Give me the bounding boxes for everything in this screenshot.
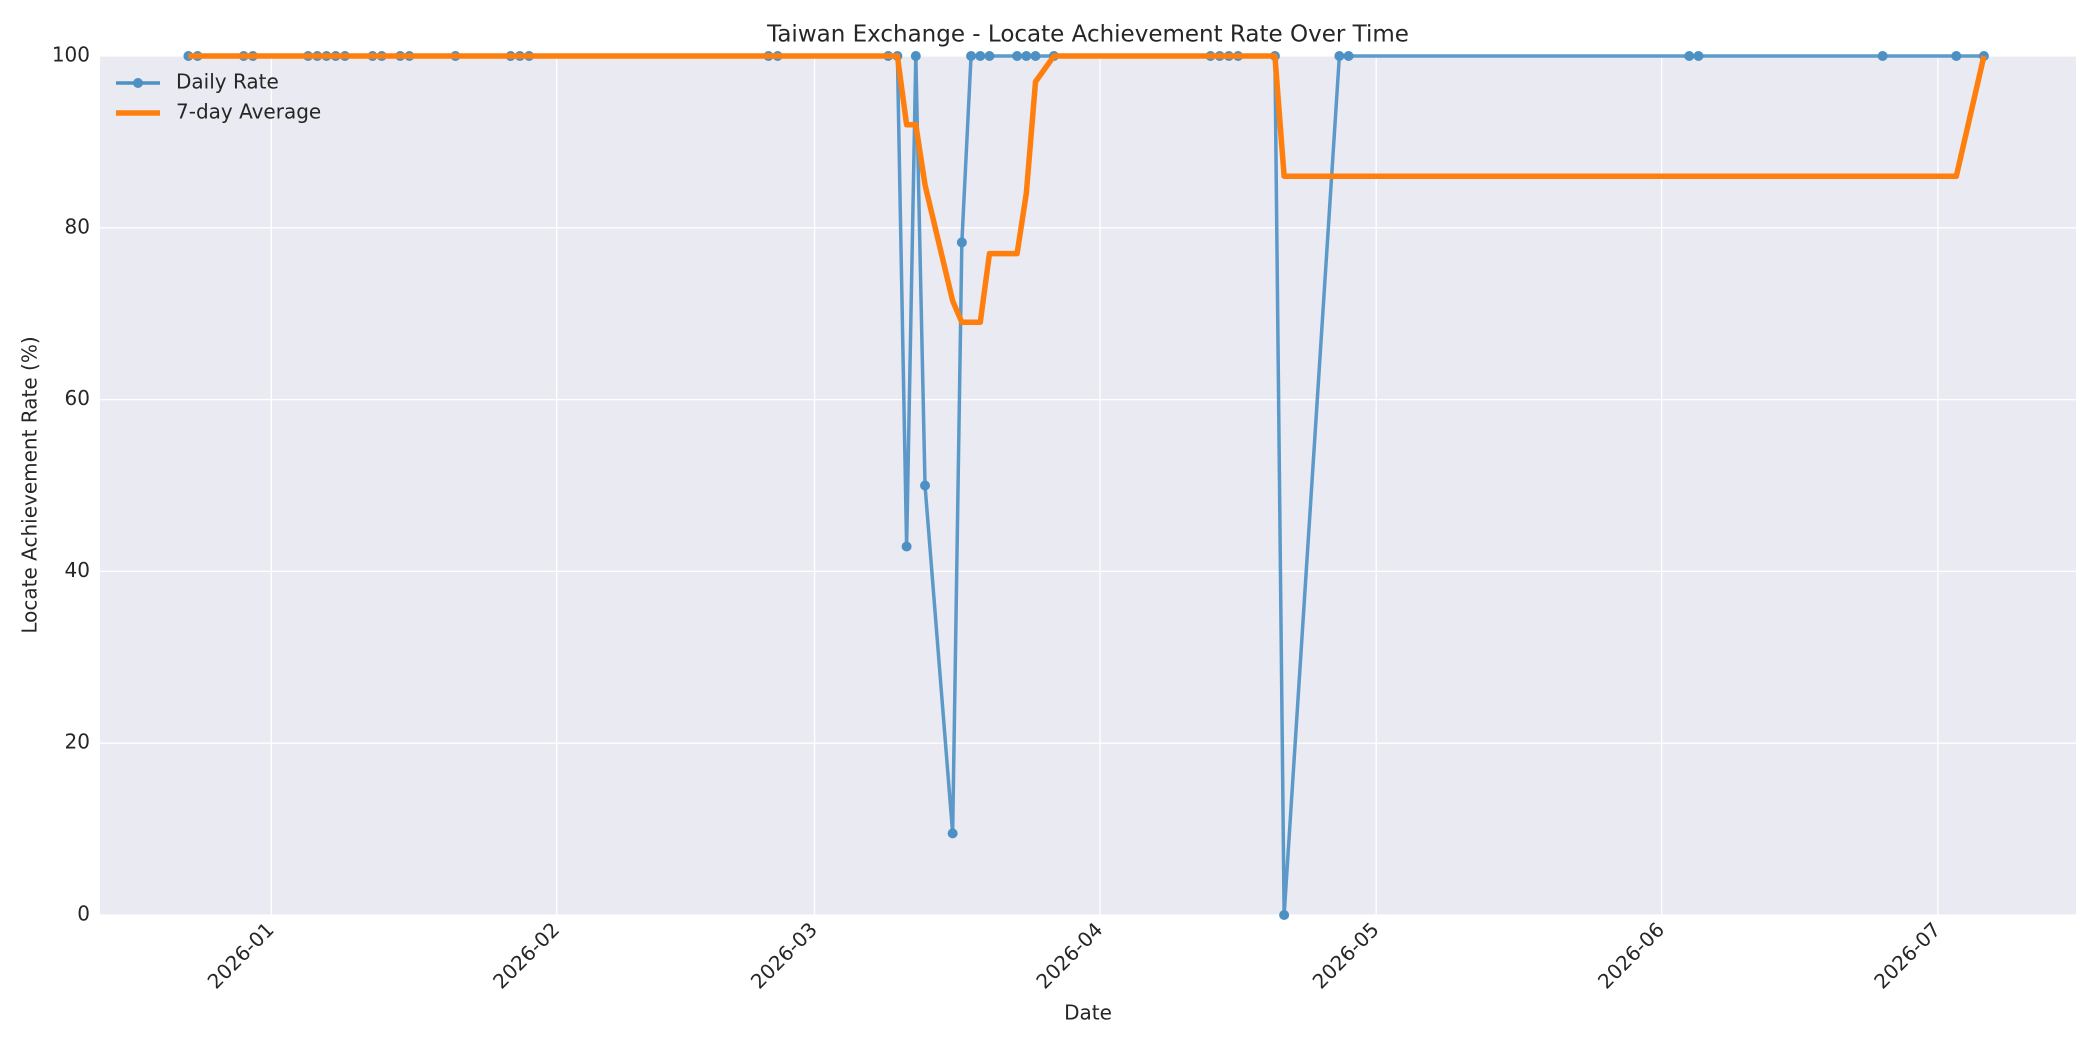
y-tick-label: 20: [65, 730, 90, 754]
y-tick-label: 40: [65, 558, 90, 582]
data-point: [1021, 51, 1032, 61]
y-tick-label: 100: [52, 43, 90, 67]
x-tick-label: 2026-03: [746, 917, 822, 993]
data-point: [1030, 51, 1041, 61]
x-tick-label: 2026-01: [203, 917, 279, 993]
data-point: [966, 51, 977, 61]
data-point: [975, 51, 986, 61]
x-axis-label: Date: [1064, 1001, 1112, 1025]
data-point: [1012, 51, 1023, 61]
x-tick-label: 2026-07: [1869, 917, 1945, 993]
data-point: [1343, 51, 1354, 61]
plot-area: [100, 56, 2076, 915]
legend-marker: [133, 78, 143, 88]
legend-label: Daily Rate: [176, 70, 279, 94]
chart-title: Taiwan Exchange - Locate Achievement Rat…: [766, 22, 1409, 48]
data-point: [1279, 910, 1290, 920]
data-point: [984, 51, 995, 61]
y-tick-label: 0: [77, 902, 90, 926]
x-tick-label: 2026-05: [1308, 917, 1384, 993]
x-tick-label: 2026-06: [1593, 917, 1669, 993]
data-point: [1334, 51, 1345, 61]
x-tick-label: 2026-02: [488, 917, 564, 993]
data-point: [947, 828, 958, 839]
data-point: [1877, 51, 1888, 61]
data-point: [1684, 51, 1695, 61]
legend-label: 7-day Average: [176, 100, 321, 124]
series-line: [188, 53, 1987, 326]
x-tick-label: 2026-04: [1031, 917, 1107, 993]
data-point: [901, 541, 912, 552]
data-point: [1693, 51, 1704, 61]
y-tick-label: 80: [65, 214, 90, 238]
data-point: [920, 480, 931, 491]
data-point: [910, 51, 921, 61]
data-point: [956, 237, 967, 248]
data-point: [1951, 51, 1962, 61]
y-tick-label: 60: [65, 386, 90, 410]
y-axis-label: Locate Achievement Rate (%): [18, 336, 42, 633]
